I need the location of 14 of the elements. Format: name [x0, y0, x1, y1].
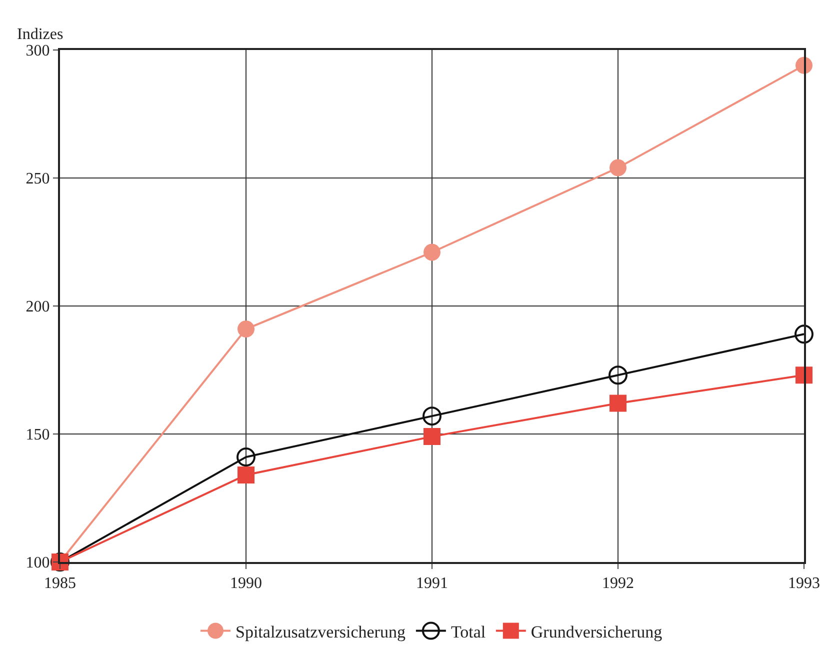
- x-tick-label: 1990: [230, 575, 262, 592]
- y-tick-label: 300: [26, 42, 50, 60]
- x-tick-label: 1992: [602, 575, 634, 592]
- legend-label: Total: [450, 622, 486, 642]
- y-axis-title: Indizes: [17, 26, 64, 43]
- x-tick-label: 1993: [788, 575, 820, 592]
- y-tick-label: 150: [26, 426, 50, 444]
- y-tick-label: 250: [26, 170, 50, 188]
- x-tick-label: 1985: [44, 575, 76, 592]
- legend-label: Grundversicherung: [530, 622, 663, 642]
- y-tick-label: 200: [26, 298, 50, 316]
- legend-label: Spitalzusatzversicherung: [236, 622, 406, 642]
- y-tick-label: 100: [26, 554, 50, 572]
- x-tick-label: 1991: [416, 575, 448, 592]
